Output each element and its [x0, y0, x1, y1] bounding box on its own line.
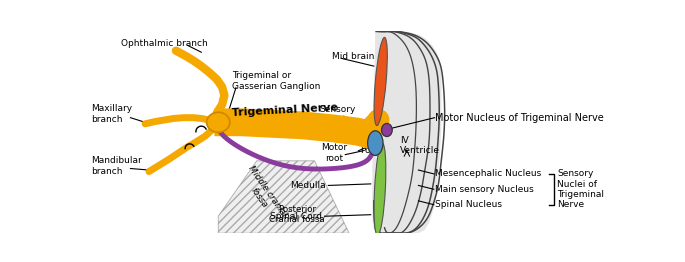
Text: Mandibular
branch: Mandibular branch [91, 156, 142, 176]
Text: Motor Nucleus of Trigeminal Nerve: Motor Nucleus of Trigeminal Nerve [436, 113, 604, 123]
Ellipse shape [382, 123, 393, 137]
Text: Trigeminal Nerve: Trigeminal Nerve [231, 103, 338, 118]
Text: Spinal Nucleus: Spinal Nucleus [436, 200, 502, 209]
Ellipse shape [368, 131, 383, 155]
Ellipse shape [374, 143, 386, 236]
Text: Trigeminal or
Gasserian Ganglion: Trigeminal or Gasserian Ganglion [232, 72, 321, 91]
Text: Posterior
Cranial fossa: Posterior Cranial fossa [269, 205, 325, 224]
Text: Middle cranial
fossa: Middle cranial fossa [238, 165, 288, 225]
Text: IV
Ventricle: IV Ventricle [400, 136, 440, 155]
Text: Sensory
root: Sensory root [319, 105, 356, 124]
Text: Main sensory Nucleus: Main sensory Nucleus [436, 185, 534, 194]
Text: Motor
root: Motor root [321, 143, 347, 163]
Text: Spinal Cord: Spinal Cord [270, 212, 322, 221]
Text: Maxillary
branch: Maxillary branch [91, 104, 132, 123]
Text: Ophthalmic branch: Ophthalmic branch [121, 39, 208, 48]
Ellipse shape [374, 37, 387, 125]
Ellipse shape [207, 112, 229, 132]
Text: Mesencephalic Nucleus: Mesencephalic Nucleus [436, 170, 542, 178]
Text: Mid brain: Mid brain [332, 52, 375, 61]
Polygon shape [372, 31, 442, 233]
Text: Medulla: Medulla [290, 181, 326, 190]
Polygon shape [219, 161, 349, 233]
Text: Pons: Pons [360, 146, 381, 155]
Text: Sensory
Nuclei of
Trigeminal
Nerve: Sensory Nuclei of Trigeminal Nerve [557, 169, 604, 209]
